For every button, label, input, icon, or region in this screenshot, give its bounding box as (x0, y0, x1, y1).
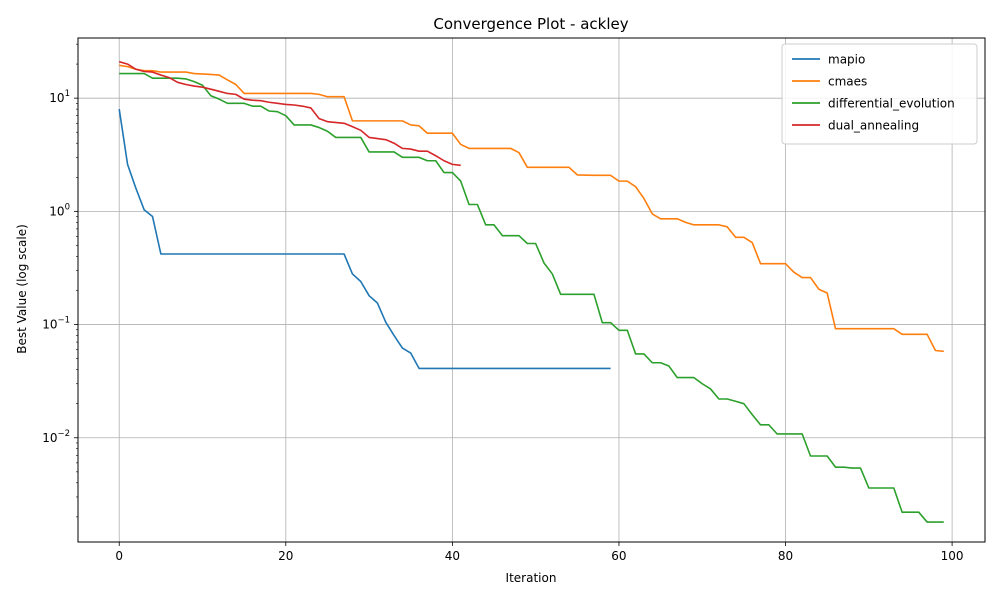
plot-frame (77, 37, 986, 543)
x-tick-label: 40 (445, 549, 460, 563)
y-tick-exponent: −2 (57, 429, 70, 439)
y-tick-label: 10−2 (42, 429, 70, 445)
y-tick-exponent: 1 (65, 89, 70, 99)
x-tick-label: 60 (611, 549, 626, 563)
series-line-dual-annealing (119, 60, 461, 167)
legend-label-differential-evolution: differential_evolution (828, 97, 955, 111)
x-tick-label: 100 (941, 549, 964, 563)
x-tick-label: 0 (115, 549, 123, 563)
series-layer (118, 60, 944, 523)
y-tick-exponent: 0 (65, 202, 70, 212)
y-tick-label: 101 (49, 89, 70, 105)
y-axis-label: Best Value (log scale) (15, 224, 29, 354)
x-tick-label: 80 (778, 549, 793, 563)
chart-title: Convergence Plot - ackley (433, 15, 628, 33)
legend-box (781, 43, 978, 145)
y-tick-base: 10 (49, 204, 64, 218)
series-line-cmaes (119, 64, 944, 353)
legend: mapio cmaes differential_evolution dual_ann… (781, 43, 978, 145)
legend-label-mapio: mapio (828, 53, 865, 67)
legend-label-dual-annealing: dual_annealing (828, 119, 919, 133)
y-tick-base: 10 (49, 91, 64, 105)
series-line-mapio (118, 109, 611, 370)
x-tick-label: 20 (278, 549, 293, 563)
y-tick-label: 10−1 (42, 316, 70, 332)
y-tick-base: 10 (42, 431, 57, 445)
y-tick-base: 10 (42, 318, 57, 332)
y-tick-exponent: −1 (57, 316, 70, 326)
series-line-differential-evolution (119, 72, 944, 523)
x-axis-label: Iteration (506, 571, 557, 585)
y-tick-label: 100 (49, 202, 70, 218)
legend-label-cmaes: cmaes (828, 75, 867, 89)
